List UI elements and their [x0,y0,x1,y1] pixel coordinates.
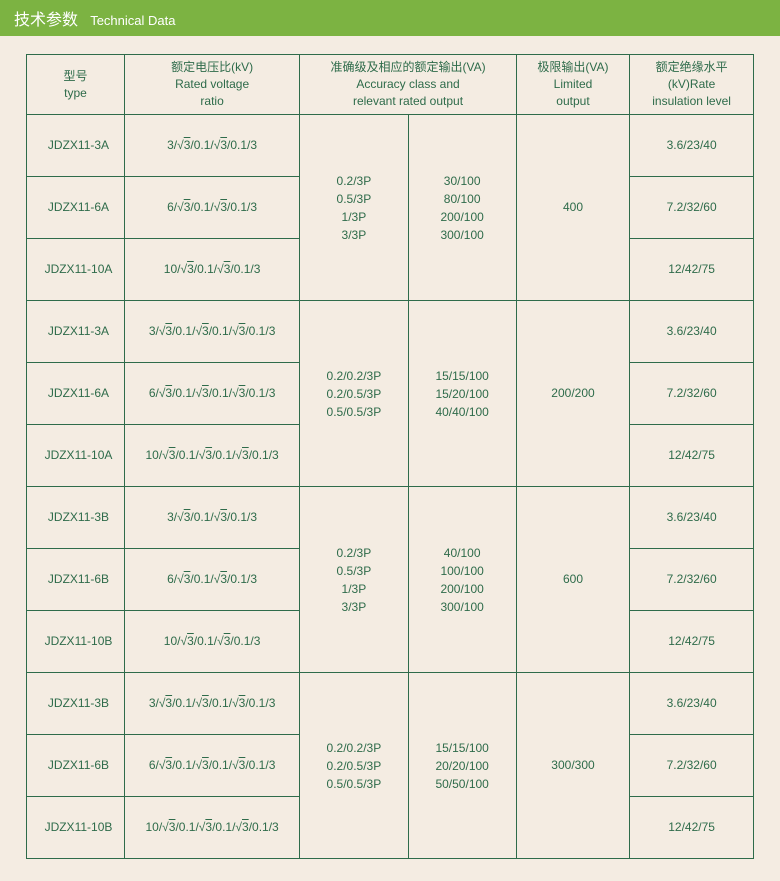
cell-type: JDZX11-10B [27,611,125,673]
cell-type: JDZX11-10B [27,797,125,859]
cell-accuracy-class: 0.2/3P0.5/3P1/3P3/3P [300,487,408,673]
cell-type: JDZX11-3A [27,115,125,177]
cell-insulation: 7.2/32/60 [630,177,754,239]
cell-insulation: 12/42/75 [630,797,754,859]
table-row: JDZX11-3B3/√3/0.1/√3/0.1/√3/0.1/30.2/0.2… [27,673,754,735]
cell-ratio: 6/√3/0.1/√3/0.1/3 [124,177,299,239]
cell-insulation: 7.2/32/60 [630,549,754,611]
cell-insulation: 3.6/23/40 [630,487,754,549]
cell-ratio: 10/√3/0.1/√3/0.1/3 [124,239,299,301]
cell-ratio: 3/√3/0.1/√3/0.1/3 [124,487,299,549]
cell-ratio: 3/√3/0.1/√3/0.1/√3/0.1/3 [124,301,299,363]
cell-insulation: 12/42/75 [630,239,754,301]
table-header-row: 型号 type 额定电压比(kV) Rated voltage ratio 准确… [27,55,754,115]
cell-insulation: 3.6/23/40 [630,673,754,735]
cell-insulation: 7.2/32/60 [630,363,754,425]
cell-ratio: 3/√3/0.1/√3/0.1/√3/0.1/3 [124,673,299,735]
cell-accuracy-class: 0.2/3P0.5/3P1/3P3/3P [300,115,408,301]
cell-accuracy-class: 0.2/0.2/3P0.2/0.5/3P0.5/0.5/3P [300,673,408,859]
cell-ratio: 6/√3/0.1/√3/0.1/3 [124,549,299,611]
col-type: 型号 type [27,55,125,115]
cell-insulation: 3.6/23/40 [630,115,754,177]
table-row: JDZX11-3A3/√3/0.1/√3/0.1/30.2/3P0.5/3P1/… [27,115,754,177]
cell-insulation: 12/42/75 [630,425,754,487]
cell-type: JDZX11-6B [27,549,125,611]
cell-insulation: 7.2/32/60 [630,735,754,797]
cell-type: JDZX11-3B [27,673,125,735]
cell-type: JDZX11-3A [27,301,125,363]
cell-type: JDZX11-6A [27,363,125,425]
cell-type: JDZX11-3B [27,487,125,549]
cell-rated-output: 40/100100/100200/100300/100 [408,487,516,673]
cell-type: JDZX11-10A [27,239,125,301]
cell-type: JDZX11-10A [27,425,125,487]
cell-ratio: 6/√3/0.1/√3/0.1/√3/0.1/3 [124,363,299,425]
table-body: JDZX11-3A3/√3/0.1/√3/0.1/30.2/3P0.5/3P1/… [27,115,754,859]
cell-limited-output: 300/300 [516,673,629,859]
cell-accuracy-class: 0.2/0.2/3P0.2/0.5/3P0.5/0.5/3P [300,301,408,487]
cell-insulation: 3.6/23/40 [630,301,754,363]
cell-rated-output: 15/15/10020/20/10050/50/100 [408,673,516,859]
table-container: 型号 type 额定电压比(kV) Rated voltage ratio 准确… [0,36,780,881]
col-ratio: 额定电压比(kV) Rated voltage ratio [124,55,299,115]
col-limited: 极限输出(VA) Limited output [516,55,629,115]
cell-limited-output: 200/200 [516,301,629,487]
cell-ratio: 10/√3/0.1/√3/0.1/3 [124,611,299,673]
cell-type: JDZX11-6A [27,177,125,239]
cell-limited-output: 600 [516,487,629,673]
col-insulation: 额定绝缘水平 (kV)Rate insulation level [630,55,754,115]
table-row: JDZX11-3A3/√3/0.1/√3/0.1/√3/0.1/30.2/0.2… [27,301,754,363]
section-header: 技术参数 Technical Data [0,0,780,36]
cell-insulation: 12/42/75 [630,611,754,673]
cell-rated-output: 30/10080/100200/100300/100 [408,115,516,301]
table-row: JDZX11-3B3/√3/0.1/√3/0.1/30.2/3P0.5/3P1/… [27,487,754,549]
header-title-en: Technical Data [90,13,175,28]
cell-limited-output: 400 [516,115,629,301]
cell-ratio: 3/√3/0.1/√3/0.1/3 [124,115,299,177]
cell-ratio: 10/√3/0.1/√3/0.1/√3/0.1/3 [124,425,299,487]
cell-ratio: 10/√3/0.1/√3/0.1/√3/0.1/3 [124,797,299,859]
technical-data-table: 型号 type 额定电压比(kV) Rated voltage ratio 准确… [26,54,754,859]
header-title-cn: 技术参数 [14,12,78,29]
cell-rated-output: 15/15/10015/20/10040/40/100 [408,301,516,487]
cell-type: JDZX11-6B [27,735,125,797]
cell-ratio: 6/√3/0.1/√3/0.1/√3/0.1/3 [124,735,299,797]
col-accuracy: 准确级及相应的额定输出(VA) Accuracy class and relev… [300,55,517,115]
